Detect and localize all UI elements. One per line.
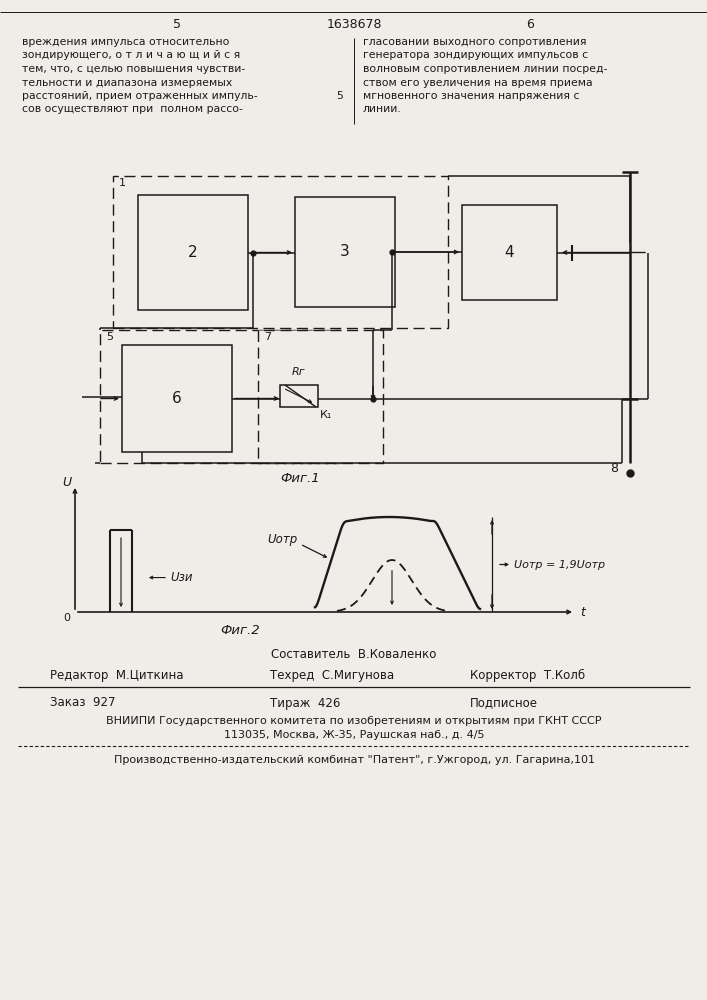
Text: мгновенного значения напряжения с: мгновенного значения напряжения с [363, 91, 580, 101]
Text: 6: 6 [172, 391, 182, 406]
Bar [280, 385, 318, 407]
Text: Uзи: Uзи [170, 571, 192, 584]
Text: Uотр: Uотр [268, 532, 298, 546]
Text: 1638678: 1638678 [326, 18, 382, 31]
Text: волновым сопротивлением линии посред-: волновым сопротивлением линии посред- [363, 64, 607, 74]
Text: U: U [62, 477, 71, 489]
Text: тельности и диапазона измеряемых: тельности и диапазона измеряемых [22, 78, 233, 88]
Text: 2: 2 [188, 245, 198, 260]
Text: линии.: линии. [363, 104, 402, 114]
Bar [122, 345, 232, 452]
Text: зондирующего, о т л и ч а ю щ и й с я: зондирующего, о т л и ч а ю щ и й с я [22, 50, 240, 60]
Text: 3: 3 [340, 244, 350, 259]
Text: Корректор  Т.Колб: Корректор Т.Колб [470, 668, 585, 682]
Text: Редактор  М.Циткина: Редактор М.Циткина [50, 668, 184, 682]
Text: гласовании выходного сопротивления: гласовании выходного сопротивления [363, 37, 587, 47]
Text: расстояний, прием отраженных импуль-: расстояний, прием отраженных импуль- [22, 91, 257, 101]
Text: генератора зондирующих импульсов с: генератора зондирующих импульсов с [363, 50, 588, 60]
Text: ВНИИПИ Государственного комитета по изобретениям и открытиям при ГКНТ СССР: ВНИИПИ Государственного комитета по изоб… [106, 716, 602, 726]
Text: 6: 6 [526, 18, 534, 31]
Bar [100, 330, 340, 463]
Text: Фиг.1: Фиг.1 [280, 472, 320, 485]
Text: сов осуществляют при  полном рассо-: сов осуществляют при полном рассо- [22, 104, 243, 114]
Text: Составитель  В.Коваленко: Составитель В.Коваленко [271, 648, 437, 662]
Text: 8: 8 [610, 462, 618, 475]
Text: Rг: Rг [292, 367, 306, 377]
Bar [138, 195, 248, 310]
Text: 5: 5 [337, 91, 344, 101]
Text: К₁: К₁ [320, 410, 332, 420]
Text: Тираж  426: Тираж 426 [270, 696, 340, 710]
Text: 0: 0 [64, 613, 71, 623]
Text: Uотр = 1,9Uотр: Uотр = 1,9Uотр [514, 560, 605, 570]
Text: Заказ  927: Заказ 927 [50, 696, 115, 710]
Bar [295, 197, 395, 307]
Text: 5: 5 [173, 18, 181, 31]
Text: t: t [580, 606, 585, 619]
Text: 4: 4 [505, 245, 514, 260]
Text: тем, что, с целью повышения чувстви-: тем, что, с целью повышения чувстви- [22, 64, 245, 74]
Text: ством его увеличения на время приема: ством его увеличения на время приема [363, 78, 592, 88]
Text: Производственно-издательский комбинат "Патент", г.Ужгород, ул. Гагарина,101: Производственно-издательский комбинат "П… [114, 755, 595, 765]
Text: 5: 5 [106, 332, 113, 342]
Bar [113, 176, 448, 328]
Text: Техред  С.Мигунова: Техред С.Мигунова [270, 668, 394, 682]
Text: вреждения импульса относительно: вреждения импульса относительно [22, 37, 229, 47]
Bar [258, 330, 383, 463]
Text: 1: 1 [119, 178, 126, 188]
Text: Подписное: Подписное [470, 696, 538, 710]
Text: 113035, Москва, Ж-35, Раушская наб., д. 4/5: 113035, Москва, Ж-35, Раушская наб., д. … [223, 730, 484, 740]
Text: 7: 7 [264, 332, 271, 342]
Text: Фиг.2: Фиг.2 [220, 624, 259, 637]
Bar [462, 205, 557, 300]
